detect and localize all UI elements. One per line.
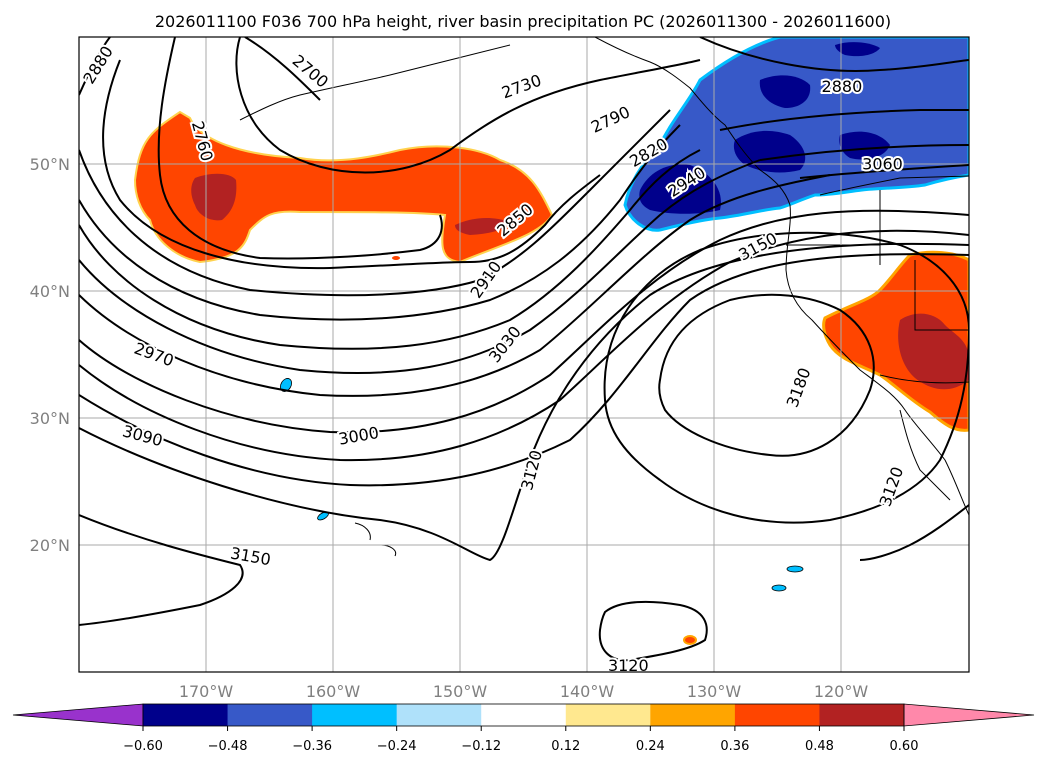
contour-2700 [244, 37, 321, 101]
colorbar-tick-label: −0.60 [123, 739, 163, 754]
colorbar-swatch [143, 704, 229, 726]
colorbar-tick-label: 0.60 [890, 739, 919, 754]
precip-small-positive [683, 635, 697, 645]
us-mexico-border [879, 374, 969, 384]
map-frame [78, 36, 970, 673]
colorbar-swatches [12, 703, 1035, 727]
colorbar-swatch [734, 704, 820, 726]
contour-3120-east [859, 504, 969, 561]
contour-3120 [79, 242, 969, 562]
colorbar-swatch [227, 704, 313, 726]
precip-negative-core-east [839, 131, 890, 160]
colorbar-frame [142, 703, 905, 727]
contour-2880-west [79, 37, 111, 96]
x-tick-label: 140°W [560, 682, 615, 701]
colorbar-tick-label: −0.48 [208, 739, 248, 754]
precip-negative-core-northeast [835, 42, 880, 57]
contour-2940 [79, 159, 761, 375]
colorbar-ticks: −0.60 −0.48 −0.36 −0.24 −0.12 0.12 0.24 0.36 0.4… [123, 726, 918, 754]
x-axis: 170°W 160°W 150°W 140°W 130°W 120°W [179, 682, 869, 701]
colorbar-tick-label: 0.12 [551, 739, 580, 754]
colorbar-tick-label: −0.12 [461, 739, 501, 754]
x-tick-label: 170°W [179, 682, 234, 701]
precip-positive-anomaly [133, 110, 969, 645]
contour-3180-high [658, 293, 875, 457]
colorbar-swatch [481, 704, 567, 726]
precip-small-negative-1 [280, 378, 292, 392]
colorbar-swatch [396, 704, 482, 726]
precip-southwest-us-core [898, 313, 969, 390]
colorbar-tick-label: −0.24 [377, 739, 417, 754]
state-lines-south [914, 260, 969, 331]
contour-label: 3060 [862, 155, 903, 174]
x-tick-label: 160°W [306, 682, 361, 701]
contour-2910 [79, 149, 701, 350]
x-tick-label: 150°W [433, 682, 488, 701]
baja-california [899, 409, 951, 501]
gridlines [79, 37, 969, 672]
y-tick-label: 30°N [30, 409, 70, 428]
contour-2880 [79, 124, 681, 321]
chart-title: 2026011100 F036 700 hPa height, river ba… [155, 12, 891, 31]
contour-3150-southwest [79, 514, 244, 626]
y-tick-label: 40°N [30, 282, 70, 301]
colorbar: −0.60 −0.48 −0.36 −0.24 −0.12 0.12 0.24 0.36 0.4… [12, 703, 1035, 754]
x-tick-label: 120°W [814, 682, 869, 701]
x-tick-label: 130°W [687, 682, 742, 701]
contour-label: 2880 [822, 77, 863, 96]
contour-2760 [157, 37, 443, 260]
precip-small-positive-2 [392, 256, 400, 260]
y-tick-label: 50°N [30, 155, 70, 174]
colorbar-extend-max [903, 703, 1035, 727]
contour-2850-north [699, 37, 969, 72]
contour-3060 [79, 253, 969, 487]
canada-us-border [819, 175, 969, 196]
colorbar-extend-min [12, 703, 144, 727]
colorbar-swatch [565, 704, 651, 726]
contour-2730 [235, 37, 701, 174]
colorbar-tick-label: 0.24 [636, 739, 665, 754]
colorbar-swatch [819, 704, 905, 726]
precip-negative-core-north [759, 75, 811, 108]
colorbar-tick-label: 0.48 [805, 739, 834, 754]
contour-3120-south [598, 600, 708, 662]
height-contours [79, 37, 969, 662]
contour-3060-north [799, 164, 969, 179]
contour-2850 [79, 109, 671, 297]
y-tick-label: 20°N [30, 536, 70, 555]
contour-2940-north [719, 109, 969, 131]
colorbar-swatch [650, 704, 736, 726]
precip-small-negative-4 [771, 584, 787, 592]
contour-3000 [79, 209, 969, 434]
precip-small-negative-3 [786, 565, 804, 573]
colorbar-swatch [312, 704, 398, 726]
aleutian-chain [239, 44, 511, 121]
contour-label: 3120 [608, 656, 649, 675]
contour-2820 [102, 59, 601, 270]
colorbar-tick-label: −0.36 [292, 739, 332, 754]
contour-3030 [79, 229, 969, 462]
precip-north-pacific-positive [133, 110, 554, 264]
contour-2970 [79, 174, 831, 397]
precip-gulf-core [455, 218, 510, 235]
colorbar-tick-label: 0.36 [720, 739, 749, 754]
precip-north-pacific-core [191, 173, 237, 221]
contour-3150-high [603, 231, 969, 524]
contour-3000-north [759, 144, 969, 161]
precip-negative-core-central [733, 130, 806, 173]
y-axis: 20°N 30°N 40°N 50°N [30, 155, 70, 555]
